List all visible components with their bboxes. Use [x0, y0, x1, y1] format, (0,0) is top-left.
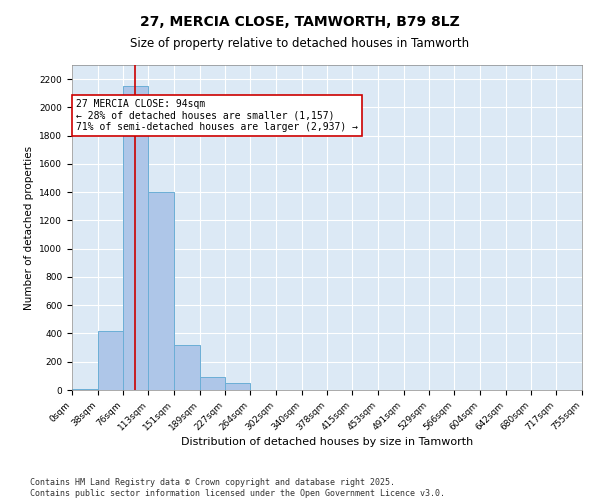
- Text: 27, MERCIA CLOSE, TAMWORTH, B79 8LZ: 27, MERCIA CLOSE, TAMWORTH, B79 8LZ: [140, 15, 460, 29]
- Bar: [226, 383, 250, 390]
- X-axis label: Distribution of detached houses by size in Tamworth: Distribution of detached houses by size …: [181, 438, 473, 448]
- Text: Contains HM Land Registry data © Crown copyright and database right 2025.
Contai: Contains HM Land Registry data © Crown c…: [30, 478, 445, 498]
- Bar: [200, 378, 226, 390]
- Text: 27 MERCIA CLOSE: 94sqm
← 28% of detached houses are smaller (1,157)
71% of semi-: 27 MERCIA CLOSE: 94sqm ← 28% of detached…: [76, 99, 358, 132]
- Y-axis label: Number of detached properties: Number of detached properties: [24, 146, 34, 310]
- Bar: [174, 345, 200, 390]
- Bar: [98, 330, 124, 390]
- Bar: [124, 86, 148, 390]
- Bar: [148, 192, 174, 390]
- Text: Size of property relative to detached houses in Tamworth: Size of property relative to detached ho…: [130, 38, 470, 51]
